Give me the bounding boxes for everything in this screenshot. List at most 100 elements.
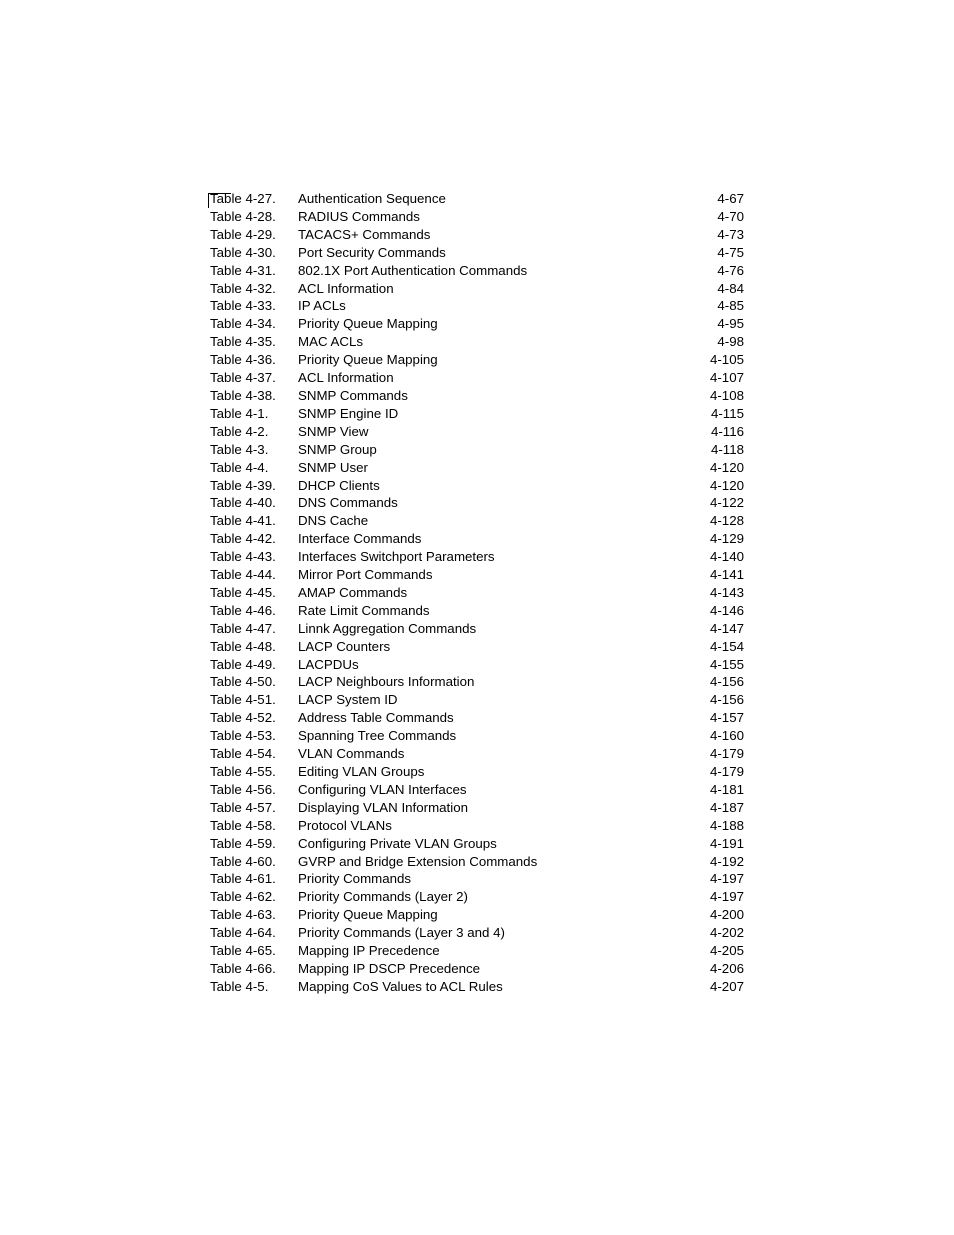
toc-title: LACP Counters [298,638,694,656]
toc-page: 4-160 [694,727,744,745]
toc-row: Table 4-57.Displaying VLAN Information4-… [210,799,744,817]
toc-row: Table 4-56.Configuring VLAN Interfaces4-… [210,781,744,799]
toc-title: Mapping IP Precedence [298,942,694,960]
toc-title: DNS Commands [298,494,694,512]
toc-title: Rate Limit Commands [298,602,694,620]
toc-page: 4-155 [694,656,744,674]
toc-page: 4-191 [694,835,744,853]
toc-label: Table 4-54. [210,745,298,763]
page-content: Table 4-27.Authentication Sequence4-67Ta… [0,0,954,1096]
toc-title: Address Table Commands [298,709,694,727]
toc-page: 4-207 [694,978,744,996]
toc-label: Table 4-28. [210,208,298,226]
toc-label: Table 4-59. [210,835,298,853]
toc-row: Table 4-34.Priority Queue Mapping4-95 [210,315,744,333]
toc-page: 4-205 [694,942,744,960]
toc-title: Configuring VLAN Interfaces [298,781,694,799]
toc-title: Configuring Private VLAN Groups [298,835,694,853]
toc-label: Table 4-51. [210,691,298,709]
toc-title: Linnk Aggregation Commands [298,620,694,638]
toc-title: Authentication Sequence [298,190,694,208]
toc-label: Table 4-5. [210,978,298,996]
toc-row: Table 4-64.Priority Commands (Layer 3 an… [210,924,744,942]
toc-label: Table 4-2. [210,423,298,441]
toc-title: MAC ACLs [298,333,694,351]
toc-label: Table 4-30. [210,244,298,262]
toc-title: Priority Queue Mapping [298,315,694,333]
toc-row: Table 4-59.Configuring Private VLAN Grou… [210,835,744,853]
toc-title: Spanning Tree Commands [298,727,694,745]
toc-label: Table 4-47. [210,620,298,638]
toc-row: Table 4-38.SNMP Commands4-108 [210,387,744,405]
toc-label: Table 4-42. [210,530,298,548]
toc-page: 4-140 [694,548,744,566]
toc-row: Table 4-49.LACPDUs4-155 [210,656,744,674]
toc-page: 4-122 [694,494,744,512]
toc-page: 4-188 [694,817,744,835]
toc-row: Table 4-2.SNMP View4-116 [210,423,744,441]
toc-label: Table 4-45. [210,584,298,602]
toc-row: Table 4-44.Mirror Port Commands4-141 [210,566,744,584]
toc-page: 4-116 [694,423,744,441]
toc-page: 4-128 [694,512,744,530]
toc-page: 4-156 [694,691,744,709]
toc-label: Table 4-52. [210,709,298,727]
toc-label: Table 4-34. [210,315,298,333]
toc-title: Mapping CoS Values to ACL Rules [298,978,694,996]
toc-row: Table 4-50.LACP Neighbours Information4-… [210,673,744,691]
toc-title: Mirror Port Commands [298,566,694,584]
toc-row: Table 4-61.Priority Commands4-197 [210,870,744,888]
toc-page: 4-146 [694,602,744,620]
toc-row: Table 4-32.ACL Information4-84 [210,280,744,298]
toc-label: Table 4-56. [210,781,298,799]
toc-title: Displaying VLAN Information [298,799,694,817]
toc-row: Table 4-60.GVRP and Bridge Extension Com… [210,853,744,871]
toc-row: Table 4-66.Mapping IP DSCP Precedence4-2… [210,960,744,978]
toc-page: 4-73 [694,226,744,244]
toc-page: 4-154 [694,638,744,656]
toc-label: Table 4-57. [210,799,298,817]
toc-row: Table 4-29.TACACS+ Commands4-73 [210,226,744,244]
toc-row: Table 4-36.Priority Queue Mapping4-105 [210,351,744,369]
toc-page: 4-192 [694,853,744,871]
toc-label: Table 4-43. [210,548,298,566]
toc-page: 4-115 [694,405,744,423]
toc-row: Table 4-33.IP ACLs4-85 [210,297,744,315]
toc-title: AMAP Commands [298,584,694,602]
toc-label: Table 4-53. [210,727,298,745]
toc-label: Table 4-32. [210,280,298,298]
toc-row: Table 4-40.DNS Commands4-122 [210,494,744,512]
toc-title: LACPDUs [298,656,694,674]
toc-title: DNS Cache [298,512,694,530]
toc-label: Table 4-29. [210,226,298,244]
toc-page: 4-108 [694,387,744,405]
toc-title: LACP System ID [298,691,694,709]
toc-row: Table 4-4.SNMP User4-120 [210,459,744,477]
toc-title: Editing VLAN Groups [298,763,694,781]
toc-title: ACL Information [298,369,694,387]
toc-page: 4-143 [694,584,744,602]
toc-row: Table 4-55.Editing VLAN Groups4-179 [210,763,744,781]
toc-row: Table 4-28.RADIUS Commands4-70 [210,208,744,226]
toc-row: Table 4-30.Port Security Commands4-75 [210,244,744,262]
toc-row: Table 4-63.Priority Queue Mapping4-200 [210,906,744,924]
toc-label: Table 4-1. [210,405,298,423]
toc-row: Table 4-41.DNS Cache4-128 [210,512,744,530]
toc-title: Priority Commands (Layer 2) [298,888,694,906]
toc-label: Table 4-41. [210,512,298,530]
toc-row: Table 4-1.SNMP Engine ID4-115 [210,405,744,423]
toc-page: 4-118 [694,441,744,459]
toc-page: 4-202 [694,924,744,942]
toc-title: SNMP User [298,459,694,477]
toc-page: 4-105 [694,351,744,369]
toc-row: Table 4-45.AMAP Commands4-143 [210,584,744,602]
toc-page: 4-147 [694,620,744,638]
toc-title: Interfaces Switchport Parameters [298,548,694,566]
toc-title: Mapping IP DSCP Precedence [298,960,694,978]
toc-page: 4-98 [694,333,744,351]
toc-title: Interface Commands [298,530,694,548]
toc-label: Table 4-31. [210,262,298,280]
toc-title: SNMP View [298,423,694,441]
toc-row: Table 4-65.Mapping IP Precedence4-205 [210,942,744,960]
toc-label: Table 4-60. [210,853,298,871]
